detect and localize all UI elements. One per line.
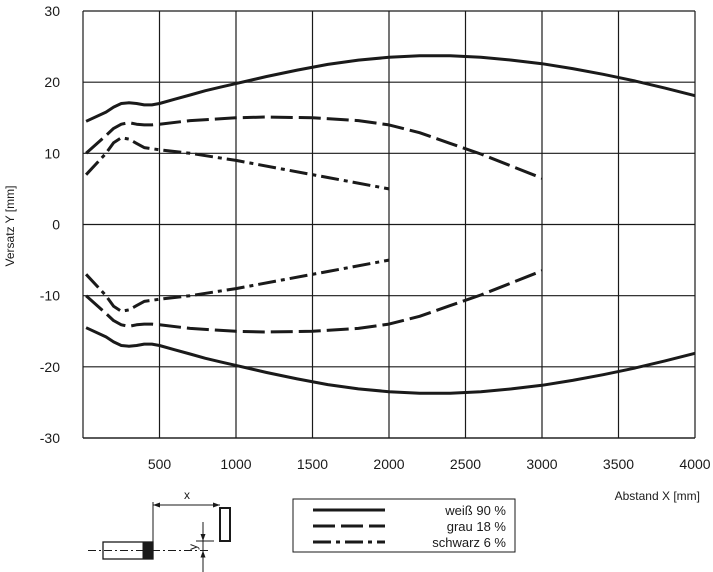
series-schwarz-6-upper	[85, 136, 390, 191]
legend-entries: weiß 90 %grau 18 %schwarz 6 %	[313, 503, 506, 550]
series-wei-90-upper	[85, 54, 696, 123]
legend-label: schwarz 6 %	[432, 535, 506, 550]
diagram-label-x: x	[184, 488, 190, 502]
offset-arrow-up	[200, 550, 206, 558]
y-tick-label: 30	[44, 3, 60, 19]
series-schwarz-6-lower	[85, 258, 390, 313]
x-tick-label: 2000	[373, 456, 404, 472]
legend-label: grau 18 %	[447, 519, 507, 534]
x-tick-label: 500	[148, 456, 172, 472]
x-axis-title: Abstand X [mm]	[615, 489, 700, 503]
y-axis-title: Versatz Y [mm]	[3, 186, 17, 267]
x-tick-label: 1000	[220, 456, 251, 472]
series-grau-18-lower	[85, 269, 543, 334]
legend-label: weiß 90 %	[444, 503, 506, 518]
grid	[82, 10, 696, 439]
distance-arrow-right	[213, 502, 220, 508]
series-lines	[85, 54, 696, 395]
y-tick-label: 20	[44, 74, 60, 90]
x-tick-label: 4000	[679, 456, 710, 472]
x-tick-label: 2500	[450, 456, 481, 472]
legend: weiß 90 %grau 18 %schwarz 6 %	[292, 498, 516, 553]
diagram-label-y: y	[186, 544, 200, 550]
offset-arrow-down	[200, 534, 206, 541]
x-tick-label: 3000	[526, 456, 557, 472]
y-tick-label: -30	[40, 430, 60, 446]
y-tick-label: -10	[40, 288, 60, 304]
series-grau-18-upper	[85, 115, 543, 180]
y-tick-label: 10	[44, 145, 60, 161]
y-tick-label: 0	[52, 217, 60, 233]
distance-arrow-left	[153, 502, 160, 508]
sensor-geometry-diagram	[88, 502, 231, 572]
target-object	[219, 507, 231, 542]
tick-labels: 500 1000 1500 2000 2500 3000 3500 4000 30 20 10 0 -1…	[40, 3, 711, 472]
x-tick-label: 1500	[297, 456, 328, 472]
x-tick-label: 3500	[603, 456, 634, 472]
y-tick-label: -20	[40, 359, 60, 375]
series-wei-90-lower	[85, 326, 696, 395]
